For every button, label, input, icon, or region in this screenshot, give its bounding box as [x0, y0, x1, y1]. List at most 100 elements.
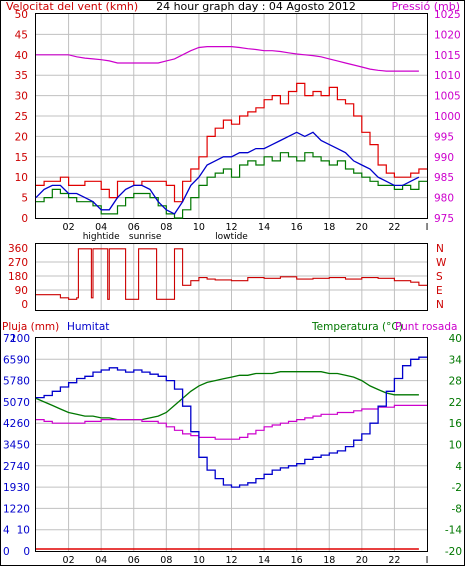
- humidity-tick-label: 0: [23, 546, 30, 558]
- humidity-tick-label: 20: [17, 503, 30, 515]
- wind-direction-line: [36, 248, 427, 300]
- x-tick-label: 10: [193, 555, 205, 566]
- temperature-tick-label: 10: [449, 440, 462, 452]
- wind-tick-label: 30: [15, 91, 28, 103]
- direction-tick-label: 360: [8, 243, 28, 255]
- rain-axis-title: Pluja (mm): [2, 321, 59, 333]
- event-label: lowtide: [215, 232, 248, 242]
- compass-label: E: [436, 285, 443, 297]
- humidity-tick-label: 60: [17, 418, 30, 430]
- wind-axis-title: Velocitat del vent (kmh): [6, 0, 138, 13]
- x-tick-label: 22: [388, 555, 400, 566]
- temperature-axis-title: Temperatura (°C): [311, 321, 403, 333]
- humidity-tick-label: 50: [17, 440, 30, 452]
- dewpoint-axis-title: Punt rosada: [395, 321, 457, 333]
- rain-tick-label: 4: [3, 525, 10, 537]
- x-tick-label: 12: [225, 555, 237, 566]
- pressure-tick-label: 975: [434, 213, 454, 225]
- direction-tick-label: 0: [21, 299, 28, 311]
- direction-tick-label: 270: [8, 257, 28, 269]
- temperature-tick-label: 28: [449, 376, 462, 388]
- pressure-line: [36, 46, 419, 72]
- x-tick-label: 22: [388, 222, 400, 233]
- x-tick-label: I: [426, 222, 429, 233]
- x-tick-label: 02: [63, 555, 75, 566]
- temperature-line: [35, 371, 419, 421]
- graph-day-title: 24 hour graph day : 04 Agosto 2012: [156, 0, 356, 13]
- wind-tick-label: 25: [15, 111, 28, 123]
- rain-tick-label: 50: [3, 397, 16, 409]
- wind-low-line: [36, 152, 427, 219]
- wind-tick-label: 45: [15, 29, 28, 41]
- temperature-tick-label: 40: [449, 333, 462, 345]
- x-tick-label: 16: [291, 222, 303, 233]
- wind-tick-label: 50: [15, 9, 28, 21]
- x-tick-label: 12: [225, 222, 237, 233]
- wind-gust-line: [36, 82, 427, 203]
- humidity-line: [36, 356, 427, 488]
- compass-label: W: [436, 257, 447, 269]
- x-tick-label: 06: [128, 555, 140, 566]
- pressure-tick-label: 980: [434, 193, 454, 205]
- wind-tick-label: 15: [15, 152, 28, 164]
- x-tick-label: 20: [356, 555, 368, 566]
- x-tick-label: 04: [95, 222, 107, 233]
- rain-tick-label: 19: [3, 482, 16, 494]
- wind-tick-label: 10: [15, 172, 28, 184]
- wind-tick-label: 5: [21, 193, 28, 205]
- humidity-tick-label: 40: [17, 461, 30, 473]
- direction-tick-label: 90: [15, 285, 28, 297]
- wind-tick-label: 35: [15, 70, 28, 82]
- compass-label: N: [436, 243, 444, 255]
- pressure-axis-title: Pressió (mb): [391, 0, 460, 13]
- humidity-tick-label: 10: [17, 525, 30, 537]
- pressure-tick-label: 990: [434, 152, 454, 164]
- temperature-tick-label: -8: [452, 503, 462, 515]
- compass-label: S: [436, 271, 443, 283]
- compass-label: N: [436, 299, 444, 311]
- x-tick-label: 08: [160, 222, 172, 233]
- x-tick-label: I: [426, 555, 429, 566]
- x-tick-label: 04: [95, 555, 107, 566]
- x-tick-label: 06: [128, 222, 140, 233]
- temperature-tick-label: -20: [445, 546, 462, 558]
- humidity-tick-label: 30: [17, 482, 30, 494]
- x-tick-label: 20: [356, 222, 368, 233]
- x-tick-label: 14: [258, 555, 270, 566]
- rain-tick-label: 72: [3, 333, 16, 345]
- rain-tick-label: 42: [3, 418, 16, 430]
- rain-tick-label: 65: [3, 354, 16, 366]
- wind-tick-label: 40: [15, 50, 28, 62]
- x-tick-label: 18: [323, 222, 335, 233]
- wind-average-line: [35, 131, 420, 215]
- wind-tick-label: 20: [15, 131, 28, 143]
- humidity-tick-label: 100: [10, 333, 30, 345]
- temperature-tick-label: 4: [455, 461, 462, 473]
- pressure-tick-label: 1025: [434, 9, 461, 21]
- pressure-tick-label: 1015: [434, 50, 461, 62]
- temperature-tick-label: -2: [452, 482, 462, 494]
- data-series: [35, 46, 427, 550]
- humidity-tick-label: 90: [17, 354, 30, 366]
- pressure-tick-label: 1005: [434, 91, 461, 103]
- temperature-tick-label: -14: [445, 525, 462, 537]
- pressure-tick-label: 1000: [434, 111, 461, 123]
- x-tick-label: 18: [323, 555, 335, 566]
- rain-tick-label: 57: [3, 376, 16, 388]
- temperature-tick-label: 16: [449, 418, 463, 430]
- temperature-tick-label: 22: [449, 397, 462, 409]
- x-tick-label: 02: [63, 222, 75, 233]
- humidity-tick-label: 80: [17, 376, 30, 388]
- x-tick-label: 08: [160, 555, 172, 566]
- rain-tick-label: 12: [3, 503, 16, 515]
- pressure-tick-label: 1020: [434, 29, 461, 41]
- wind-tick-label: 0: [21, 213, 28, 225]
- rain-tick-label: 0: [3, 546, 10, 558]
- humidity-tick-label: 70: [17, 397, 30, 409]
- pressure-tick-label: 985: [434, 172, 454, 184]
- x-tick-label: 16: [291, 555, 303, 566]
- pressure-tick-label: 1010: [434, 70, 461, 82]
- rain-tick-label: 34: [3, 440, 17, 452]
- event-label: hightide: [83, 232, 120, 242]
